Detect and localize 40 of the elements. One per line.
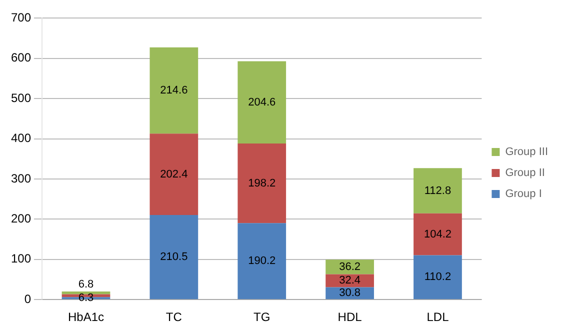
y-tick-label: 600 (10, 50, 32, 65)
y-tick-label: 500 (10, 90, 32, 105)
data-label: 30.8 (339, 287, 361, 300)
legend-label: Group III (505, 146, 548, 158)
y-tick-label: 700 (10, 10, 32, 25)
data-label: 214.6 (160, 84, 188, 97)
legend-label: Group I (505, 188, 542, 200)
data-label: 198.2 (248, 177, 276, 190)
y-tick-label: 200 (10, 212, 32, 226)
data-label: 104.2 (424, 228, 452, 240)
data-label: 110.2 (424, 271, 452, 284)
bar (238, 143, 286, 224)
y-tick-label: 0 (24, 292, 32, 306)
data-label: 32.4 (339, 274, 361, 287)
y-tick-label: 400 (10, 131, 32, 146)
data-label: 6.8 (78, 278, 94, 291)
legend-label: Group II (505, 167, 545, 180)
x-tick-label: TC (166, 310, 182, 324)
bar (414, 213, 462, 256)
data-label: 36.2 (339, 260, 361, 273)
data-label: 190.2 (248, 255, 276, 268)
data-label: 204.6 (248, 96, 276, 108)
y-tick-label: 300 (10, 171, 32, 186)
y-tick-label: 100 (10, 252, 32, 266)
bar (150, 47, 198, 134)
data-label: 202.4 (160, 168, 188, 180)
data-label: 6.3 (78, 292, 94, 304)
bar (238, 223, 286, 300)
x-tick-label: HDL (338, 310, 362, 324)
data-label: 112.8 (424, 184, 452, 197)
bar (62, 292, 110, 294)
bar (238, 61, 286, 144)
bar (414, 168, 462, 214)
bar (414, 255, 462, 300)
bar (150, 214, 198, 300)
bar (150, 134, 198, 215)
x-tick-label: TG (254, 310, 270, 324)
x-tick-label: LDL (426, 310, 450, 324)
x-tick-label: HbA1c (68, 310, 104, 324)
data-label: 210.5 (160, 251, 188, 264)
